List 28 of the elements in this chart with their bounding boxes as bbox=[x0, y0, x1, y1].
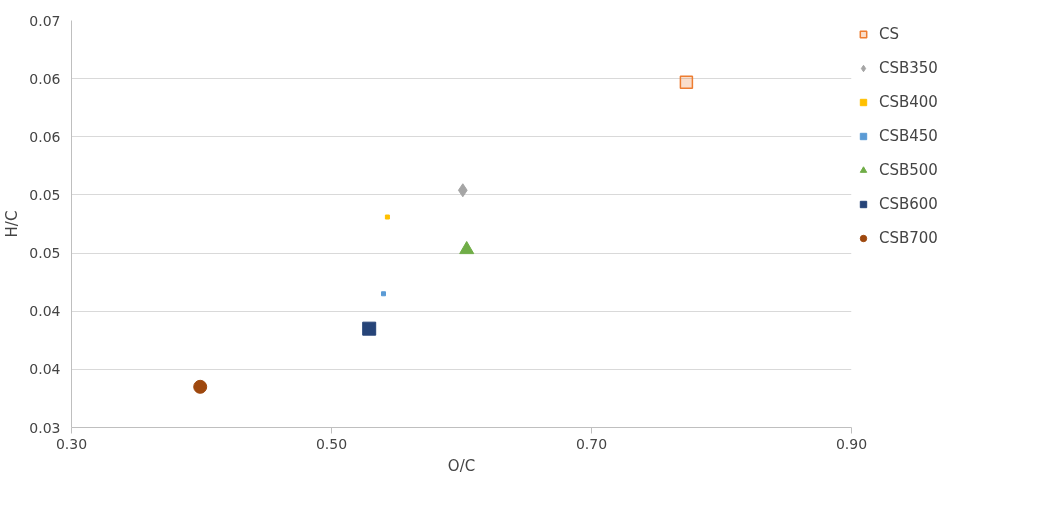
y-axis-title: H/C bbox=[3, 210, 22, 238]
y-tick-label: 0.04 bbox=[29, 303, 61, 320]
point bbox=[457, 183, 468, 198]
point bbox=[459, 241, 475, 255]
point bbox=[381, 291, 386, 297]
x-tick-label: 0.50 bbox=[315, 435, 348, 452]
legend-label: CSB500 bbox=[879, 161, 938, 179]
y-tick-label: 0.06 bbox=[29, 70, 61, 87]
legend-label: CSB350 bbox=[879, 59, 938, 77]
x-tick-label: 0.70 bbox=[575, 435, 608, 452]
y-tick-label: 0.05 bbox=[29, 245, 61, 262]
point bbox=[193, 379, 208, 394]
y-tick-label: 0.04 bbox=[29, 361, 61, 378]
y-tick-label: 0.07 bbox=[29, 12, 61, 29]
legend-label: CSB700 bbox=[879, 229, 938, 247]
legend-label: CS bbox=[879, 25, 899, 43]
y-tick-label: 0.03 bbox=[29, 419, 61, 436]
y-tick-label: 0.05 bbox=[29, 186, 61, 203]
legend-label: CSB400 bbox=[879, 93, 938, 111]
point bbox=[679, 75, 694, 89]
x-tick-label: 0.30 bbox=[55, 435, 88, 452]
x-tick-label: 0.90 bbox=[835, 435, 868, 452]
legend-label: CSB600 bbox=[879, 195, 938, 213]
legend-label: CSB450 bbox=[879, 127, 938, 145]
point bbox=[362, 321, 377, 336]
y-tick-label: 0.06 bbox=[29, 128, 61, 145]
point bbox=[384, 214, 390, 220]
x-axis-title: O/C bbox=[447, 456, 476, 475]
